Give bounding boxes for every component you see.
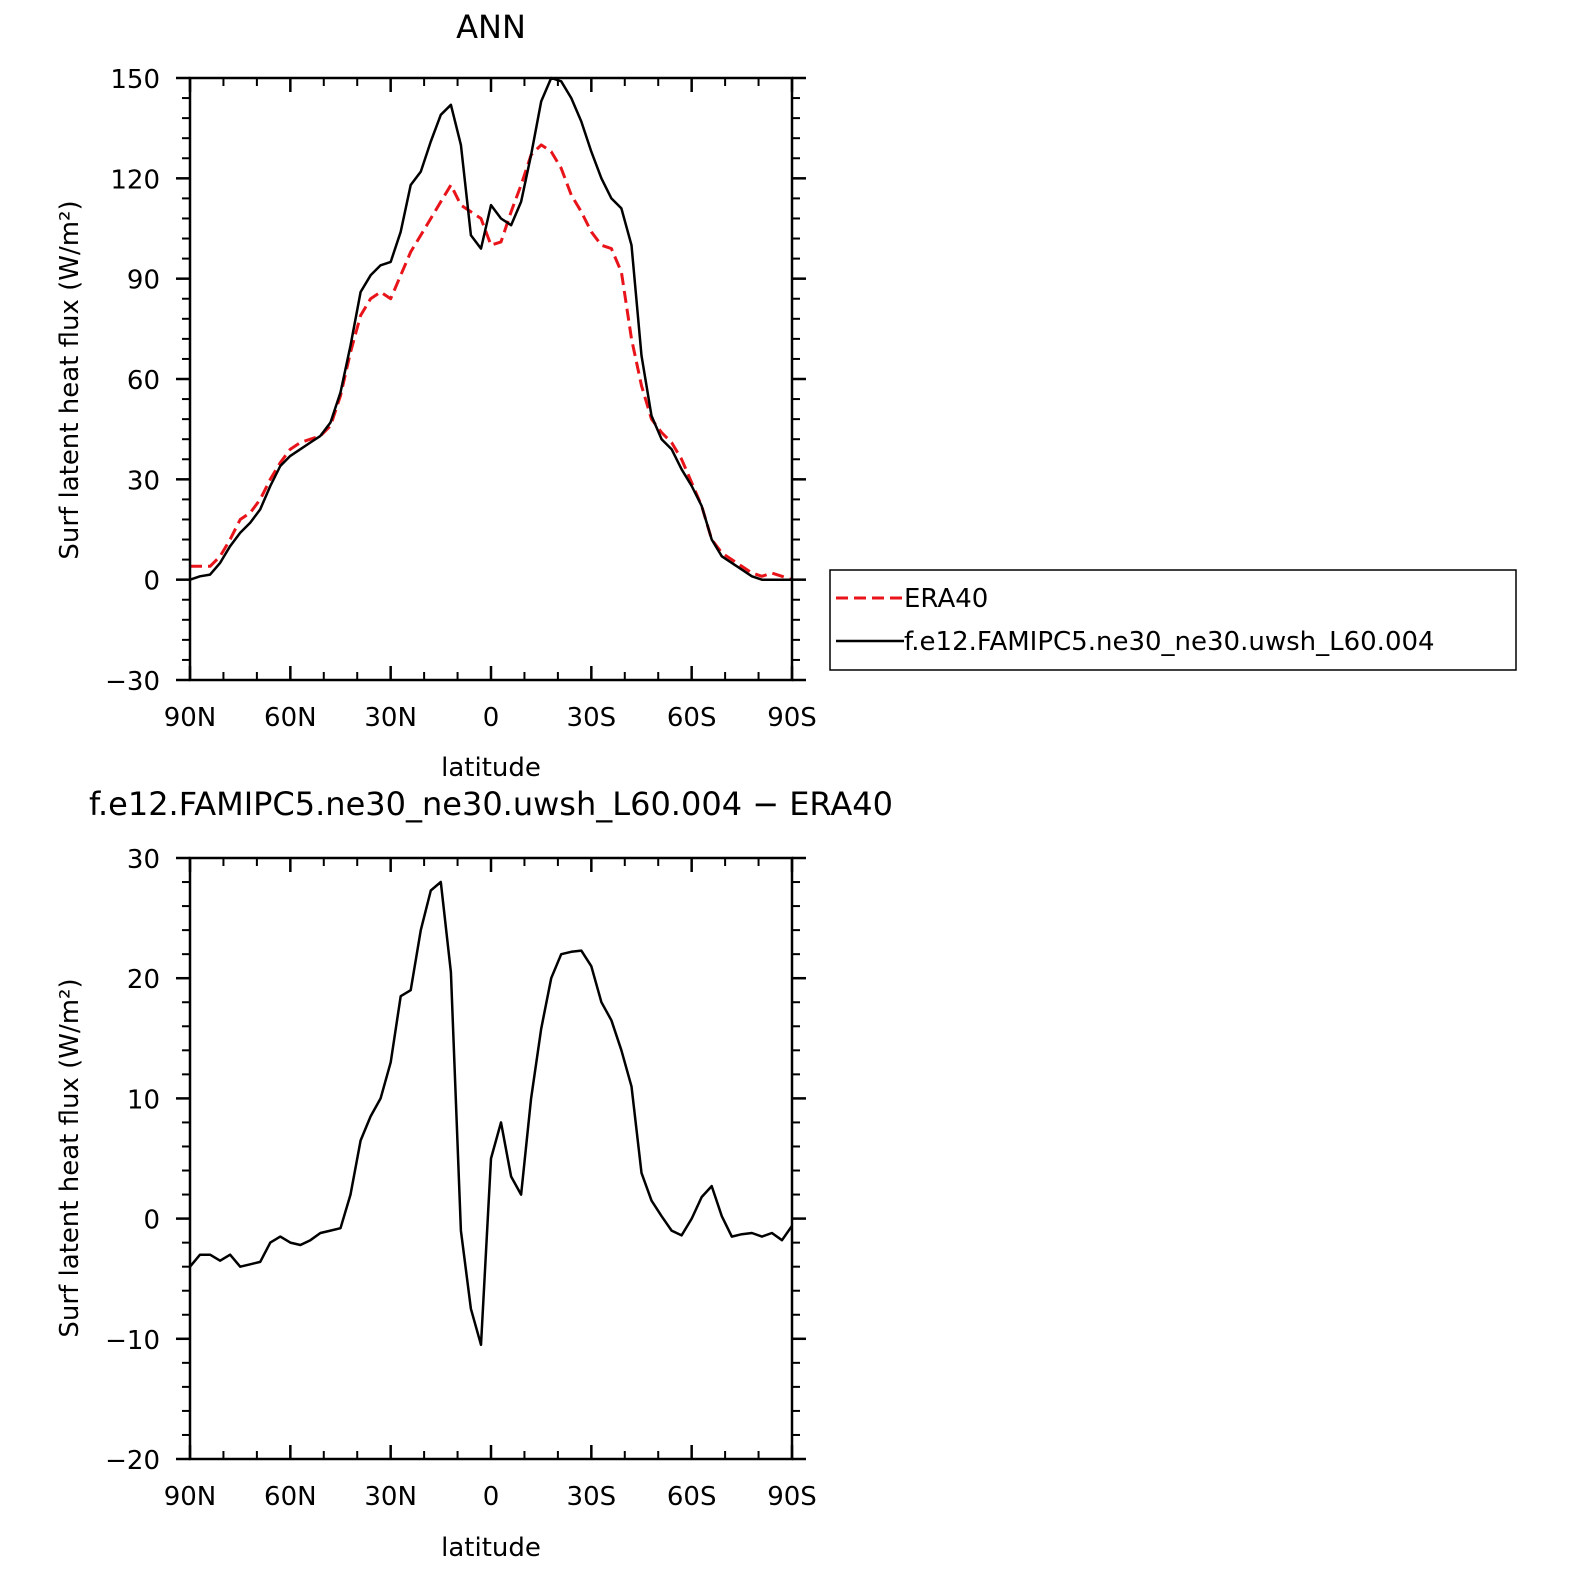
legend-label-model: f.e12.FAMIPC5.ne30_ne30.uwsh_L60.004 — [904, 627, 1435, 657]
series-line-era40 — [190, 143, 793, 582]
y-tick-label: 20 — [127, 965, 160, 995]
y-tick-label: 30 — [127, 845, 160, 875]
x-tick-label: 30S — [567, 1482, 617, 1512]
legend-box — [829, 569, 1517, 671]
x-tick-label: 0 — [483, 703, 500, 733]
chart-title: ANN — [456, 8, 526, 46]
axis-ticks — [176, 76, 806, 682]
y-tick-label: 0 — [143, 567, 160, 597]
x-tick-label: 90N — [164, 703, 217, 733]
tick-labels: 90N 60N 30N 0 30S 60S 90S −30 0 30 60 90 120 150 — [105, 65, 817, 733]
series-line-f-e12-famipc5-ne30-ne30-uwsh-l60-004 — [189, 76, 792, 581]
y-axis-label: Surf latent heat flux (W/m²) — [55, 200, 85, 559]
y-tick-label: 60 — [127, 366, 160, 396]
x-tick-label: 60S — [667, 703, 717, 733]
x-tick-label: 30N — [364, 703, 417, 733]
y-tick-label: 90 — [127, 266, 160, 296]
plot-frame — [188, 76, 794, 682]
y-tick-label: 150 — [110, 65, 160, 95]
y-tick-label: −10 — [105, 1326, 160, 1356]
x-tick-label: 0 — [483, 1482, 500, 1512]
chart-panel-annual: ANN 90N 60N 30N 0 30S 60S 90S−300306090120150 … — [55, 8, 817, 783]
x-tick-label: 90S — [767, 1482, 817, 1512]
x-tick-label: 60N — [264, 703, 317, 733]
x-tick-label: 90N — [164, 1482, 217, 1512]
tick-labels: 90N 60N 30N 0 30S 60S 90S −20 −10 0 10 20 30 — [105, 845, 817, 1512]
x-tick-label: 30S — [567, 703, 617, 733]
y-tick-label: 30 — [127, 466, 160, 496]
legend: ERA40 f.e12.FAMIPC5.ne30_ne30.uwsh_L60.0… — [829, 569, 1517, 671]
plot-lines — [189, 76, 793, 582]
series-line-difference — [189, 880, 794, 1347]
plot-lines — [189, 880, 794, 1347]
y-tick-label: 0 — [143, 1206, 160, 1236]
x-tick-label: 90S — [767, 703, 817, 733]
y-axis-label: Surf latent heat flux (W/m²) — [55, 978, 85, 1337]
x-axis-label: latitude — [441, 1533, 541, 1563]
y-tick-label: −30 — [105, 667, 160, 697]
chart-title: f.e12.FAMIPC5.ne30_ne30.uwsh_L60.004 − E… — [89, 785, 893, 823]
legend-label-era40: ERA40 — [904, 584, 988, 614]
x-tick-label: 30N — [364, 1482, 417, 1512]
x-axis-label: latitude — [441, 753, 541, 783]
plot-frame — [188, 856, 794, 1461]
y-tick-label: −20 — [105, 1446, 160, 1476]
x-tick-label: 60N — [264, 1482, 317, 1512]
chart-panel-difference: f.e12.FAMIPC5.ne30_ne30.uwsh_L60.004 − E… — [55, 785, 893, 1563]
x-tick-label: 60S — [667, 1482, 717, 1512]
y-tick-label: 120 — [110, 165, 160, 195]
y-tick-label: 10 — [127, 1085, 160, 1115]
